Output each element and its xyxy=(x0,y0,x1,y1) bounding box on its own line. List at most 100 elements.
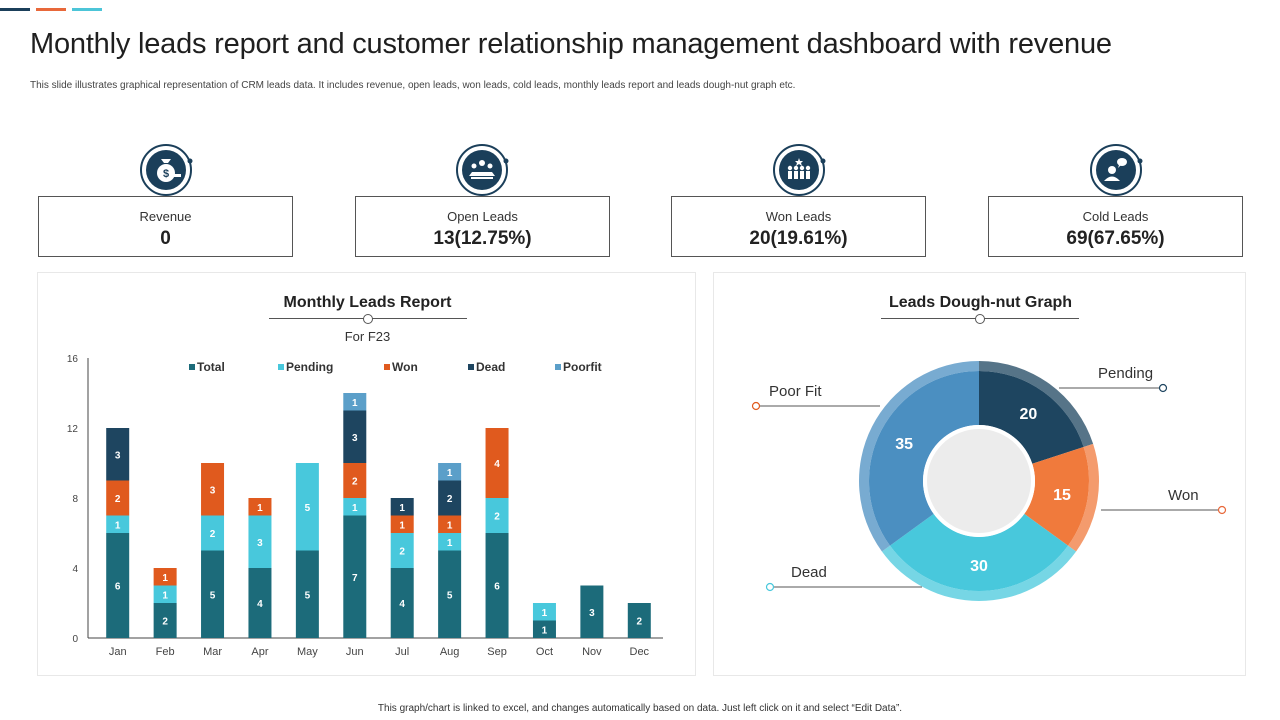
bar-segment-dead xyxy=(438,480,462,516)
bar-segment-poorfit xyxy=(438,463,462,481)
donut-data-label: 15 xyxy=(1053,487,1071,504)
x-tick-label: Jul xyxy=(395,646,409,658)
monthly-chart-title: Monthly Leads Report xyxy=(283,294,452,311)
bar-segment-won xyxy=(438,515,462,533)
kpi-label: Cold Leads xyxy=(1082,209,1149,224)
kpi-label: Won Leads xyxy=(765,209,832,224)
bar-data-label: 1 xyxy=(352,398,358,409)
accent-bar-orange xyxy=(36,8,66,11)
x-tick-label: May xyxy=(297,646,318,658)
team-meeting-icon xyxy=(456,144,509,196)
bar-data-label: 1 xyxy=(399,520,405,531)
bar-segment-pending xyxy=(201,515,225,551)
bar-segment-total xyxy=(248,568,272,638)
bar-segment-won xyxy=(201,463,225,516)
kpi-card-cold-leads: Cold Leads 69(67.65%) xyxy=(988,196,1243,257)
donut-hole xyxy=(927,429,1031,533)
bar-data-label: 5 xyxy=(447,590,453,601)
legend-swatch-pending xyxy=(278,364,284,370)
page-subtitle: This slide illustrates graphical represe… xyxy=(30,80,796,91)
donut-callout-label: Pending xyxy=(1098,365,1153,382)
bar-data-label: 5 xyxy=(210,590,216,601)
bar-segment-pending xyxy=(343,498,367,516)
y-tick-label: 16 xyxy=(67,354,79,365)
bar-segment-total xyxy=(201,550,225,638)
bar-segment-pending xyxy=(390,533,414,568)
accent-bar-navy xyxy=(0,8,30,11)
bar-segment-dead xyxy=(106,428,130,481)
donut-slice-dead xyxy=(890,513,1068,591)
bar-data-label: 2 xyxy=(494,512,500,523)
bar-segment-total xyxy=(627,603,651,638)
donut-outer-rim-won xyxy=(1067,443,1099,552)
donut-slice-pending xyxy=(979,371,1084,464)
bar-segment-poorfit xyxy=(343,393,367,411)
bar-segment-total xyxy=(106,533,130,638)
group-celebrate-icon xyxy=(773,144,826,196)
leader-dot xyxy=(751,401,761,411)
bar-segment-won xyxy=(106,480,130,516)
title-underline-knob xyxy=(363,314,373,324)
kpi-value: 0 xyxy=(160,228,171,249)
kpi-card-open-leads: Open Leads 13(12.75%) xyxy=(355,196,610,257)
bar-segment-total xyxy=(532,620,556,638)
x-tick-label: Nov xyxy=(582,646,602,658)
x-tick-label: Aug xyxy=(440,646,460,658)
x-tick-label: Oct xyxy=(536,646,553,658)
bar-data-label: 1 xyxy=(447,538,453,549)
kpi-label: Open Leads xyxy=(447,209,518,224)
bar-data-label: 2 xyxy=(210,529,216,540)
y-tick-label: 12 xyxy=(67,424,79,435)
kpi-card-revenue: Revenue 0 xyxy=(38,196,293,257)
bar-data-label: 1 xyxy=(352,503,358,514)
bar-data-label: 6 xyxy=(115,582,121,593)
bar-segment-total xyxy=(295,550,319,638)
legend-label: Poorfit xyxy=(563,360,602,374)
bar-segment-won xyxy=(248,498,272,516)
bar-data-label: 3 xyxy=(115,450,121,461)
donut-chart-title: Leads Dough-nut Graph xyxy=(888,294,1073,311)
svg-text:$: $ xyxy=(163,168,169,180)
bar-data-label: 2 xyxy=(399,547,405,558)
bar-segment-total xyxy=(153,603,177,638)
donut-data-label: 35 xyxy=(895,436,913,453)
donut-data-label: 20 xyxy=(1019,406,1037,423)
bar-data-label: 1 xyxy=(447,468,453,479)
donut-slice-won xyxy=(1024,447,1089,546)
bar-data-label: 2 xyxy=(447,494,453,505)
legend-label: Dead xyxy=(476,360,505,374)
x-tick-label: Apr xyxy=(251,646,268,658)
bar-data-label: 4 xyxy=(494,459,500,470)
kpi-value: 69(67.65%) xyxy=(1066,228,1165,249)
bar-data-label: 4 xyxy=(399,599,405,610)
x-tick-label: Mar xyxy=(203,646,222,658)
donut-data-label: 30 xyxy=(970,558,988,575)
bar-data-label: 1 xyxy=(542,625,548,636)
bar-segment-dead xyxy=(390,498,414,516)
donut-outer-rim-poor-fit xyxy=(859,361,979,552)
bar-segment-total xyxy=(485,533,509,638)
monthly-chart-subtitle: For F23 xyxy=(344,329,391,344)
bar-segment-pending xyxy=(295,463,319,551)
legend-label: Won xyxy=(392,360,418,374)
bar-segment-total xyxy=(343,515,367,638)
donut-outer-rim-dead xyxy=(881,545,1077,602)
bar-data-label: 5 xyxy=(305,590,311,601)
bar-data-label: 6 xyxy=(494,582,500,593)
bar-data-label: 1 xyxy=(257,503,263,514)
donut-callout-label: Dead xyxy=(791,564,827,581)
bar-data-label: 3 xyxy=(352,433,358,444)
bar-segment-pending xyxy=(485,498,509,533)
kpi-value: 20(19.61%) xyxy=(749,228,848,249)
bar-data-label: 1 xyxy=(162,590,168,601)
bar-data-label: 2 xyxy=(162,617,168,628)
leader-dot xyxy=(1158,383,1168,393)
x-tick-label: Feb xyxy=(156,646,175,658)
bar-segment-won xyxy=(153,568,177,586)
donut-slice-poor-fit xyxy=(868,371,979,546)
bar-segment-pending xyxy=(248,515,272,568)
bar-data-label: 7 xyxy=(352,573,358,584)
bar-segment-total xyxy=(580,585,604,638)
bar-segment-pending xyxy=(532,603,556,621)
donut-callout-label: Won xyxy=(1168,487,1199,504)
